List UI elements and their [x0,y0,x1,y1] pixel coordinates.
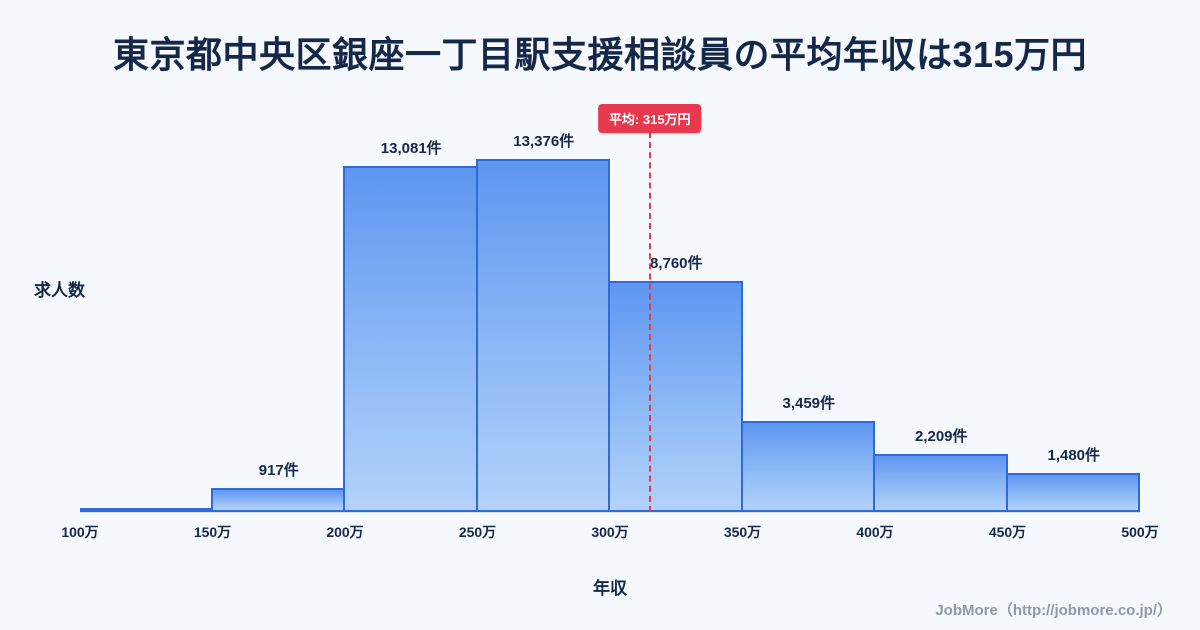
bar-value-label: 3,459件 [782,395,836,412]
x-tick-label: 100万 [61,524,99,540]
x-tick-label: 450万 [988,524,1027,540]
average-badge: 平均: 315万円 [597,104,702,133]
bar [80,508,213,512]
bar-value-label: 8,760件 [649,255,703,272]
bar-value-label: 1,480件 [1047,447,1101,464]
x-tick-label: 200万 [326,524,364,540]
bar [210,488,345,512]
x-tick-label: 150万 [193,524,232,540]
bar [608,281,743,512]
bar [343,166,478,512]
bar [475,159,610,512]
bar-value-label: 13,376件 [513,133,575,150]
x-tick-label: 400万 [856,524,894,540]
average-line [648,132,651,512]
page-title: 東京都中央区銀座一丁目駅支援相談員の平均年収は315万円 [112,34,1088,75]
bar-value-label: 2,209件 [914,428,968,445]
x-axis-label: 年収 [593,579,627,598]
bar [873,454,1008,512]
x-tick-label: 350万 [723,524,762,540]
plot-area: 平均: 315万円 917件 13,081件 13,376件 8,760件 3,459件… [61,104,1159,540]
x-tick-label: 250万 [458,524,497,540]
source-credit: JobMore（http://jobmore.co.jp/） [935,602,1172,619]
bar-value-label: 13,081件 [380,140,442,157]
y-axis-label: 求人数 [34,281,85,300]
bar-value-label: 917件 [258,462,299,479]
bar [1005,473,1140,512]
x-tick-label: 300万 [591,524,629,540]
x-axis-line [80,512,1140,513]
x-tick-label: 500万 [1121,524,1159,540]
bar [740,421,875,512]
